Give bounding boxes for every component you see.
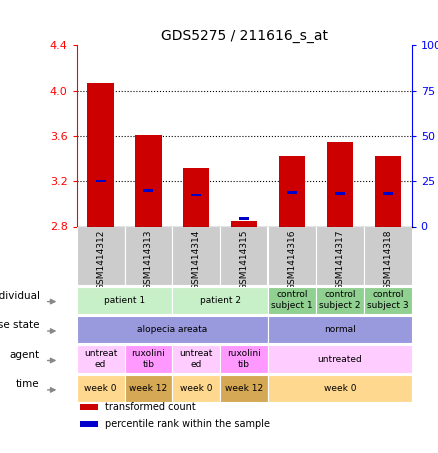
Text: week 0: week 0: [180, 384, 212, 393]
Text: ruxolini
tib: ruxolini tib: [227, 349, 261, 369]
Bar: [173, 287, 268, 313]
Text: patient 1: patient 1: [104, 296, 145, 304]
Bar: [268, 346, 412, 372]
Bar: [80, 421, 99, 427]
Bar: [220, 346, 268, 372]
Text: individual: individual: [0, 291, 40, 301]
Bar: [88, 82, 114, 226]
Text: untreated: untreated: [318, 355, 362, 363]
Text: percentile rank within the sample: percentile rank within the sample: [105, 419, 270, 429]
Bar: [77, 287, 173, 313]
Text: GSM1414314: GSM1414314: [192, 229, 201, 290]
Text: GSM1414313: GSM1414313: [144, 229, 153, 290]
Text: control
subject 1: control subject 1: [271, 290, 313, 310]
Text: GSM1414317: GSM1414317: [336, 229, 344, 290]
Bar: [183, 168, 209, 226]
Text: week 0: week 0: [85, 384, 117, 393]
Bar: [327, 142, 353, 226]
Bar: [77, 316, 268, 343]
Text: untreat
ed: untreat ed: [180, 349, 213, 369]
Text: disease state: disease state: [0, 320, 40, 330]
Bar: [316, 226, 364, 285]
Text: normal: normal: [324, 325, 356, 334]
Text: agent: agent: [10, 350, 40, 360]
Bar: [239, 217, 249, 220]
Bar: [231, 221, 258, 226]
Bar: [95, 180, 106, 183]
Bar: [135, 135, 162, 226]
Bar: [77, 375, 124, 402]
Bar: [364, 226, 412, 285]
Text: GSM1414316: GSM1414316: [288, 229, 297, 290]
Text: untreat
ed: untreat ed: [84, 349, 117, 369]
Text: GSM1414315: GSM1414315: [240, 229, 249, 290]
Bar: [144, 189, 153, 192]
Text: week 12: week 12: [129, 384, 167, 393]
Text: week 0: week 0: [324, 384, 356, 393]
Bar: [279, 156, 305, 226]
Text: GSM1414318: GSM1414318: [383, 229, 392, 290]
Bar: [191, 193, 201, 196]
Text: control
subject 3: control subject 3: [367, 290, 409, 310]
Bar: [77, 226, 124, 285]
Text: week 12: week 12: [225, 384, 263, 393]
Bar: [268, 316, 412, 343]
Bar: [268, 287, 316, 313]
Bar: [364, 287, 412, 313]
Bar: [316, 287, 364, 313]
Bar: [374, 156, 401, 226]
Bar: [77, 346, 124, 372]
Text: alopecia areata: alopecia areata: [137, 325, 208, 334]
Bar: [220, 375, 268, 402]
Bar: [268, 226, 316, 285]
Bar: [383, 193, 393, 195]
Bar: [124, 346, 173, 372]
Bar: [124, 226, 173, 285]
Bar: [220, 226, 268, 285]
Bar: [80, 405, 99, 410]
Bar: [268, 375, 412, 402]
Bar: [173, 375, 220, 402]
Text: GSM1414312: GSM1414312: [96, 229, 105, 290]
Text: patient 2: patient 2: [200, 296, 241, 304]
Bar: [173, 346, 220, 372]
Bar: [173, 226, 220, 285]
Bar: [124, 375, 173, 402]
Text: time: time: [16, 379, 40, 389]
Text: ruxolini
tib: ruxolini tib: [131, 349, 165, 369]
Title: GDS5275 / 211616_s_at: GDS5275 / 211616_s_at: [161, 29, 328, 43]
Bar: [287, 191, 297, 194]
Text: control
subject 2: control subject 2: [319, 290, 360, 310]
Bar: [335, 193, 345, 195]
Text: transformed count: transformed count: [105, 402, 196, 412]
